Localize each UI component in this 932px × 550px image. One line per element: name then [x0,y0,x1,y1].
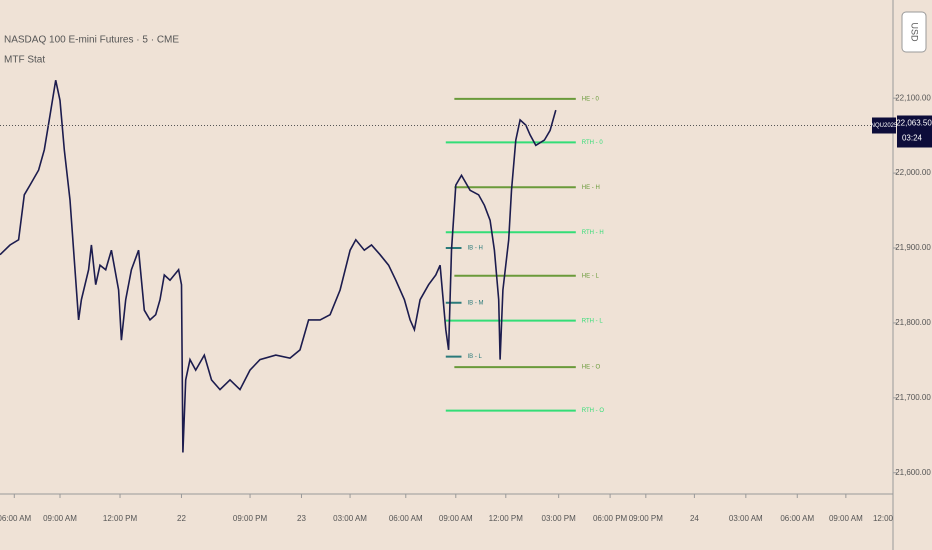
level-label: HE - 0 [582,96,600,102]
x-tick-label: 06:00 PM [593,514,628,523]
y-tick-label: 22,000.00 [895,168,931,177]
symbol-label: NQU2025 [871,123,898,129]
level-label: RTH - 0 [582,140,604,146]
level-label: IB - M [468,300,484,306]
x-tick-label: 09:00 AM [829,514,863,523]
countdown-label: 03:24 [902,134,923,143]
x-tick-label: 06:00 AM [0,514,32,523]
y-tick-label: 21,900.00 [895,243,931,252]
level-label: HE - O [582,365,601,371]
currency[interactable]: USD [910,22,920,42]
level-label: IB - H [468,246,483,252]
x-tick-label: 03:00 PM [542,514,577,523]
y-tick-label: 21,600.00 [895,468,931,477]
x-tick-label: 12:00 PM [103,514,138,523]
x-tick-label: 09:00 AM [439,514,473,523]
x-tick-label: 09:00 PM [629,514,664,523]
x-tick-label: 06:00 AM [389,514,423,523]
level-label: RTH - H [582,230,604,236]
y-tick-label: 22,100.00 [895,93,931,102]
y-tick-label: 21,800.00 [895,318,931,327]
x-tick-label: 12:00 [873,514,894,523]
level-label: RTH - O [582,408,605,414]
last-price-label: 22,063.50 [896,119,932,128]
price-line [0,80,557,453]
indicator-name: MTF Stat [4,55,45,66]
x-tick-label: 12:00 PM [489,514,524,523]
level-label: HE - L [582,273,600,279]
x-tick-label: 22 [177,514,186,523]
level-label: IB - L [468,354,483,360]
chart-title: NASDAQ 100 E-mini Futures · 5 · CME [4,35,179,46]
symbol-box [872,117,896,134]
x-tick-label: 24 [690,514,699,523]
x-tick-label: 09:00 AM [43,514,77,523]
x-tick-label: 03:00 AM [333,514,367,523]
last-price-box [897,115,932,148]
x-tick-label: 03:00 AM [729,514,763,523]
x-tick-label: 23 [297,514,306,523]
x-tick-label: 06:00 AM [780,514,814,523]
x-tick-label: 09:00 PM [233,514,268,523]
y-tick-label: 21,700.00 [895,393,931,402]
currency-box[interactable] [901,11,927,53]
level-label: HE - H [582,185,600,191]
level-label: RTH - L [582,318,604,324]
